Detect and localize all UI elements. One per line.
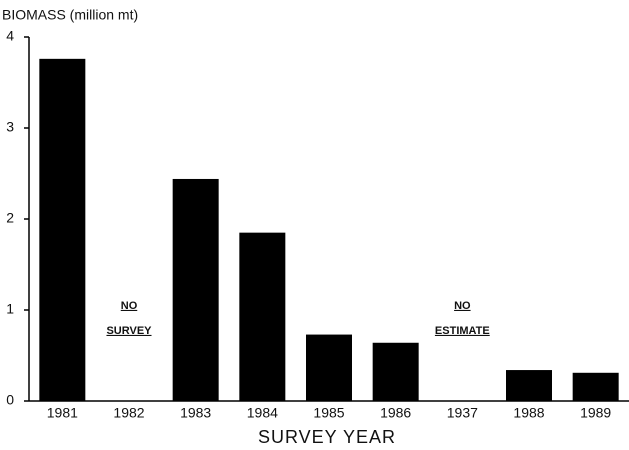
- bar: [306, 334, 352, 401]
- bar: [506, 370, 552, 401]
- bar: [39, 58, 86, 402]
- annotation: ESTIMATE: [435, 325, 490, 337]
- x-tick-label: 1986: [380, 405, 411, 421]
- bar: [572, 372, 619, 401]
- x-tick-label: 1981: [47, 405, 78, 421]
- x-tick-label: 1983: [180, 405, 211, 421]
- y-tick-label: 4: [6, 28, 14, 44]
- bar: [372, 342, 419, 401]
- y-tick-label: 1: [6, 301, 14, 317]
- chart-title: BIOMASS (million mt): [2, 7, 138, 23]
- y-tick-label: 2: [6, 210, 14, 226]
- bar: [239, 232, 286, 401]
- y-tick-label: 3: [6, 119, 14, 135]
- x-axis-title: SURVEY YEAR: [258, 427, 396, 447]
- x-tick-label: 1989: [580, 405, 611, 421]
- x-tick-label: 1988: [513, 405, 544, 421]
- annotation: SURVEY: [106, 325, 152, 337]
- x-tick-label: 1984: [247, 405, 278, 421]
- annotation: NO: [121, 300, 138, 312]
- x-tick-label: 1982: [113, 405, 144, 421]
- x-tick-label: 1985: [313, 405, 344, 421]
- bar: [172, 178, 219, 401]
- y-tick-label: 0: [6, 392, 14, 408]
- x-tick-label: 1937: [447, 405, 478, 421]
- annotation: NO: [454, 300, 471, 312]
